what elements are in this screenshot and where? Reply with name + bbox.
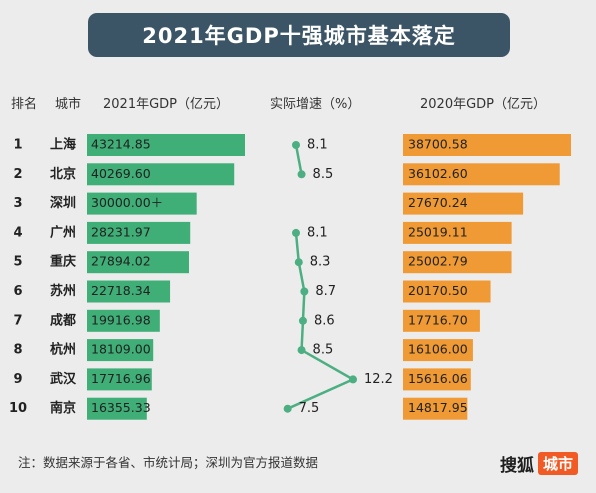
rank-label: 1 <box>13 138 22 153</box>
rank-label: 4 <box>13 225 22 240</box>
value-label-2020: 16106.00 <box>408 342 468 357</box>
rank-label: 9 <box>13 372 22 387</box>
rank-label: 5 <box>13 255 22 270</box>
value-label-2020: 38700.58 <box>408 137 468 152</box>
header-growth: 实际增速（%） <box>270 97 361 112</box>
bar-2020 <box>403 134 571 156</box>
value-label-2020: 25019.11 <box>408 224 468 239</box>
value-label-2020: 17716.70 <box>408 312 468 327</box>
growth-label: 8.1 <box>307 225 328 240</box>
value-label-2020: 20170.50 <box>408 283 468 298</box>
value-label-2021: 43214.85 <box>91 137 151 152</box>
growth-line-segment <box>294 144 303 175</box>
city-label: 上海 <box>50 137 76 153</box>
value-label-2021: 27894.02 <box>91 254 151 269</box>
bar-2021 <box>87 221 191 244</box>
source-note: 注：数据来源于各省、市统计局；深圳为官方报道数据 <box>18 455 319 470</box>
value-label-2021: 30000.00＋ <box>91 195 163 210</box>
bar-2021 <box>87 339 154 362</box>
value-label-2021: 40269.60 <box>91 166 151 181</box>
growth-label: 12.2 <box>364 372 393 387</box>
rank-label: 10 <box>9 401 27 416</box>
city-label: 苏州 <box>50 283 76 299</box>
header-gdp2020: 2020年GDP（亿元） <box>420 97 547 112</box>
value-label-2021: 22718.34 <box>91 283 151 298</box>
logo-brand: 搜狐 <box>500 455 534 476</box>
growth-point <box>283 404 292 413</box>
city-label: 成都 <box>50 312 76 328</box>
bar-2020 <box>403 368 471 391</box>
growth-point <box>348 375 357 384</box>
growth-label: 8.5 <box>313 167 334 182</box>
city-label: 武汉 <box>50 371 77 387</box>
growth-point <box>297 346 306 355</box>
bar-2020 <box>403 163 560 186</box>
rank-label: 6 <box>13 284 22 299</box>
city-label: 北京 <box>50 166 76 182</box>
bar-2021 <box>87 134 245 156</box>
bar-2021 <box>87 397 147 420</box>
city-label: 南京 <box>50 400 76 416</box>
header-rank: 排名 <box>11 97 38 112</box>
bar-2020 <box>403 309 480 332</box>
value-label-2021: 18109.00 <box>91 342 151 357</box>
bar-2021 <box>87 280 171 303</box>
header-gdp2021: 2021年GDP（亿元） <box>103 97 230 112</box>
growth-label: 8.3 <box>310 255 331 270</box>
chart-title: 2021年GDP十强城市基本落定 <box>88 13 510 57</box>
growth-point <box>294 258 303 267</box>
growth-point <box>300 287 309 296</box>
value-label-2020: 14817.95 <box>408 400 468 415</box>
logo-section: 城市 <box>538 451 579 475</box>
bar-2020 <box>403 397 468 420</box>
city-label: 深圳 <box>50 195 76 211</box>
city-label: 广州 <box>50 224 76 240</box>
value-label-2020: 36102.60 <box>408 166 468 181</box>
growth-label: 7.5 <box>299 401 320 416</box>
bar-2021 <box>87 368 152 391</box>
growth-label: 8.1 <box>307 138 328 153</box>
rank-label: 3 <box>13 196 22 211</box>
value-label-2020: 27670.24 <box>408 195 468 210</box>
value-label-2020: 25002.79 <box>408 254 468 269</box>
rank-label: 2 <box>13 167 22 182</box>
city-label: 杭州 <box>50 342 76 358</box>
growth-label: 8.7 <box>315 284 336 299</box>
growth-point <box>297 170 306 179</box>
city-label: 重庆 <box>50 254 76 270</box>
bar-2021 <box>87 309 160 332</box>
rank-label: 7 <box>13 313 22 328</box>
bar-2021 <box>87 192 197 215</box>
value-label-2021: 17716.96 <box>91 371 151 386</box>
growth-point <box>292 141 300 149</box>
bar-2021 <box>87 163 235 186</box>
header-city: 城市 <box>55 97 82 112</box>
bar-2020 <box>403 221 512 244</box>
bar-2020 <box>403 192 524 215</box>
value-label-2021: 16355.33 <box>91 400 151 415</box>
growth-label: 8.6 <box>314 313 335 328</box>
value-label-2021: 19916.98 <box>91 312 151 327</box>
value-label-2020: 15616.06 <box>408 371 468 386</box>
growth-point <box>292 228 300 237</box>
sohu-city-logo: 搜狐 城市 <box>500 451 579 476</box>
growth-label: 8.5 <box>313 343 334 358</box>
bar-2020 <box>403 251 512 274</box>
rank-label: 8 <box>13 343 22 358</box>
bar-2020 <box>403 280 491 303</box>
value-label-2021: 28231.97 <box>91 224 151 239</box>
bar-2020 <box>403 339 473 362</box>
bar-2021 <box>87 251 189 274</box>
growth-point <box>298 316 307 325</box>
